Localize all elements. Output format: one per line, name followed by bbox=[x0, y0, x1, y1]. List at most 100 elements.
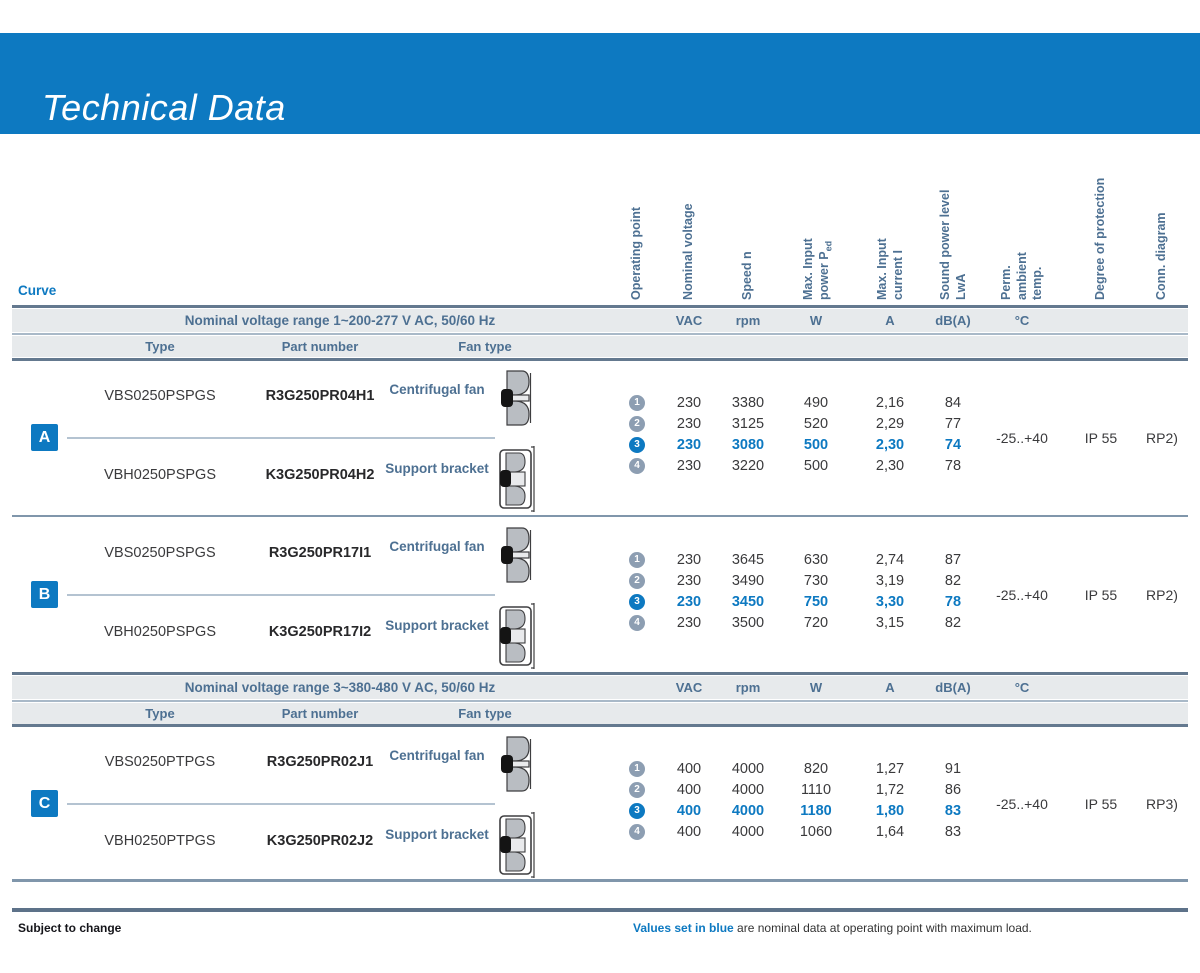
value-a: 3,30 bbox=[875, 593, 905, 610]
product-fan-type: Support bracket bbox=[385, 827, 489, 842]
curve-column-label: Curve bbox=[18, 283, 57, 298]
operating-point-badge: 2 bbox=[629, 782, 645, 798]
value-vac: 400 bbox=[676, 760, 702, 777]
value-rpm: 3500 bbox=[731, 614, 765, 631]
voltage-range-band bbox=[12, 309, 1188, 332]
section-rule-mid bbox=[12, 700, 1188, 702]
product-fan-type: Centrifugal fan bbox=[389, 382, 485, 397]
column-header-a: Max. Input current I bbox=[874, 238, 905, 300]
value-w: 490 bbox=[803, 394, 829, 411]
unit-w: W bbox=[809, 313, 823, 328]
centrifugal-fan-icon bbox=[500, 527, 534, 588]
product-part-number: K3G250PR02J2 bbox=[266, 833, 374, 849]
voltage-range-title: Nominal voltage range 1~200-277 V AC, 50… bbox=[184, 313, 496, 328]
value-dba: 83 bbox=[944, 802, 962, 819]
conn-diagram: RP3) bbox=[1146, 796, 1178, 812]
degree-of-protection: IP 55 bbox=[1084, 587, 1118, 603]
degree-of-protection: IP 55 bbox=[1084, 430, 1118, 446]
value-w: 500 bbox=[803, 436, 829, 453]
value-vac: 230 bbox=[676, 572, 702, 589]
subheader-band bbox=[12, 703, 1188, 724]
product-fan-type: Centrifugal fan bbox=[389, 748, 485, 763]
group-separator-rule bbox=[12, 515, 1188, 517]
value-dba: 82 bbox=[944, 614, 962, 631]
operating-point-badge: 4 bbox=[629, 458, 645, 474]
unit-rpm: rpm bbox=[735, 313, 761, 328]
value-a: 1,27 bbox=[875, 760, 905, 777]
value-dba: 86 bbox=[944, 781, 962, 798]
subheader-type: Type bbox=[145, 706, 175, 721]
operating-point-badge: 1 bbox=[629, 395, 645, 411]
conn-diagram: RP2) bbox=[1146, 587, 1178, 603]
value-dba: 84 bbox=[944, 394, 962, 411]
value-vac: 400 bbox=[676, 781, 702, 798]
section-rule-mid bbox=[12, 333, 1188, 335]
section-rule-top bbox=[12, 672, 1188, 675]
value-a: 2,30 bbox=[875, 457, 905, 474]
product-divider-line bbox=[67, 594, 495, 596]
voltage-range-title: Nominal voltage range 3~380-480 V AC, 50… bbox=[184, 680, 496, 695]
subheader-part-number: Part number bbox=[281, 706, 359, 721]
footer-subject-to-change: Subject to change bbox=[18, 921, 122, 935]
column-header-temp: Perm. ambient temp. bbox=[998, 252, 1044, 300]
product-type: VBH0250PTPGS bbox=[104, 833, 216, 849]
value-rpm: 4000 bbox=[731, 760, 765, 777]
value-rpm: 3220 bbox=[731, 457, 765, 474]
value-dba: 77 bbox=[944, 415, 962, 432]
subheader-band bbox=[12, 336, 1188, 357]
value-a: 3,15 bbox=[875, 614, 905, 631]
unit-temp: °C bbox=[1014, 313, 1030, 328]
value-w: 520 bbox=[803, 415, 829, 432]
product-divider-line bbox=[67, 437, 495, 439]
page-title: Technical Data bbox=[42, 87, 286, 128]
operating-point-badge: 1 bbox=[629, 552, 645, 568]
product-divider-line bbox=[67, 803, 495, 805]
unit-dba: dB(A) bbox=[935, 680, 971, 695]
perm-ambient-temp: -25..+40 bbox=[996, 430, 1048, 446]
value-dba: 91 bbox=[944, 760, 962, 777]
value-vac: 230 bbox=[676, 436, 702, 453]
footer-note-blue: Values set in blue bbox=[633, 921, 734, 935]
footer-note: Values set in blue are nominal data at o… bbox=[633, 921, 1032, 935]
subheader-fan-type: Fan type bbox=[458, 706, 512, 721]
curve-badge-B: B bbox=[31, 581, 58, 608]
unit-temp: °C bbox=[1014, 680, 1030, 695]
value-vac: 230 bbox=[676, 593, 702, 610]
title-band: Technical Data bbox=[0, 33, 1200, 134]
unit-a: A bbox=[885, 680, 895, 695]
value-a: 1,64 bbox=[875, 823, 905, 840]
value-rpm: 3450 bbox=[731, 593, 765, 610]
product-part-number: R3G250PR04H1 bbox=[265, 388, 375, 404]
value-a: 3,19 bbox=[875, 572, 905, 589]
value-dba: 87 bbox=[944, 551, 962, 568]
value-a: 1,80 bbox=[875, 802, 905, 819]
value-a: 2,16 bbox=[875, 394, 905, 411]
unit-w: W bbox=[809, 680, 823, 695]
value-rpm: 3380 bbox=[731, 394, 765, 411]
column-header-conn: Conn. diagram bbox=[1154, 212, 1169, 300]
support-bracket-icon bbox=[498, 811, 538, 884]
value-a: 2,29 bbox=[875, 415, 905, 432]
unit-rpm: rpm bbox=[735, 680, 761, 695]
operating-point-badge: 3 bbox=[629, 437, 645, 453]
unit-dba: dB(A) bbox=[935, 313, 971, 328]
value-vac: 230 bbox=[676, 415, 702, 432]
product-fan-type: Support bracket bbox=[385, 618, 489, 633]
value-a: 2,30 bbox=[875, 436, 905, 453]
conn-diagram: RP2) bbox=[1146, 430, 1178, 446]
section-rule-top bbox=[12, 305, 1188, 308]
value-w: 630 bbox=[803, 551, 829, 568]
operating-point-badge: 3 bbox=[629, 594, 645, 610]
column-header-w: Max. Input power Ped bbox=[800, 238, 833, 300]
value-rpm: 3125 bbox=[731, 415, 765, 432]
operating-point-badge: 3 bbox=[629, 803, 645, 819]
footer-note-rest: are nominal data at operating point with… bbox=[733, 921, 1032, 935]
value-dba: 83 bbox=[944, 823, 962, 840]
support-bracket-icon bbox=[498, 602, 538, 675]
table-end-rule bbox=[12, 879, 1188, 882]
product-type: VBH0250PSPGS bbox=[103, 624, 217, 640]
value-a: 1,72 bbox=[875, 781, 905, 798]
unit-a: A bbox=[885, 313, 895, 328]
product-type: VBS0250PTPGS bbox=[104, 754, 216, 770]
unit-vac: VAC bbox=[675, 680, 703, 695]
